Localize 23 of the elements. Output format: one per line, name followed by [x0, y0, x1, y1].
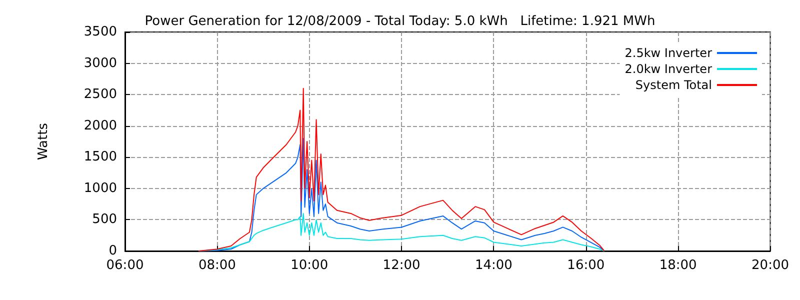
y-axis-title: Watts [36, 122, 51, 160]
y-tick-label: 2500 [84, 87, 117, 102]
y-tick-label: 0 [108, 244, 117, 258]
x-tick-label: 14:00 [474, 258, 512, 273]
x-tick-label: 06:00 [106, 258, 144, 273]
line-series [198, 212, 605, 252]
legend-label: 2.5kw Inverter [624, 46, 712, 60]
y-tick-label: 3000 [84, 56, 117, 71]
chart-title: Power Generation for 12/08/2009 - Total Today: 5.0 kWh Lifetime: 1.921 MWh [144, 14, 656, 29]
legend-label: System Total [635, 78, 712, 92]
line-series [198, 88, 605, 252]
y-tick-label: 1500 [84, 150, 117, 165]
x-tick-label: 20:00 [752, 258, 790, 273]
x-tick-label: 10:00 [290, 258, 328, 273]
x-tick-label: 16:00 [567, 258, 605, 273]
y-tick-label: 3500 [84, 24, 117, 40]
y-tick-label: 500 [92, 212, 117, 228]
x-tick-label: 18:00 [659, 258, 697, 273]
y-tick-label: 1000 [84, 180, 117, 196]
x-tick-label: 12:00 [382, 258, 420, 273]
x-tick-label: 08:00 [198, 258, 236, 273]
y-tick-label: 2000 [84, 118, 117, 134]
legend-label: 2.0kw Inverter [624, 62, 712, 76]
